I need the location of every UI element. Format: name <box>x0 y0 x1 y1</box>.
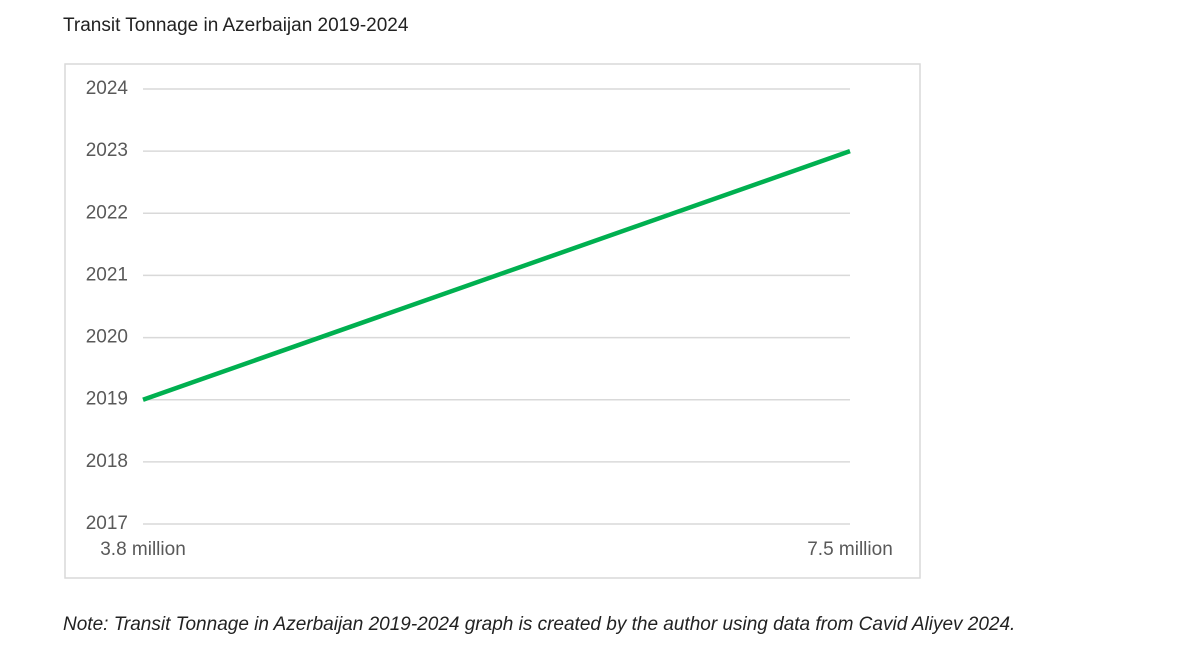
y-tick-label: 2024 <box>86 78 129 99</box>
y-tick-label: 2018 <box>86 451 128 472</box>
y-tick-label: 2017 <box>86 513 128 534</box>
y-tick-label: 2020 <box>86 327 128 348</box>
x-tick-label: 3.8 million <box>100 539 186 560</box>
chart-frame <box>64 63 921 579</box>
y-tick-label: 2021 <box>86 264 128 285</box>
x-tick-label: 7.5 million <box>807 539 893 560</box>
chart-note: Note: Transit Tonnage in Azerbaijan 2019… <box>63 614 1016 635</box>
chart: 2017 2018 2019 2020 2021 2022 2023 2024 3.8 mill… <box>64 63 921 579</box>
y-tick-label: 2022 <box>86 202 128 223</box>
y-tick-label: 2023 <box>86 140 128 161</box>
y-tick-label: 2019 <box>86 389 128 410</box>
data-line <box>142 149 851 402</box>
chart-title: Transit Tonnage in Azerbaijan 2019-2024 <box>63 15 409 36</box>
